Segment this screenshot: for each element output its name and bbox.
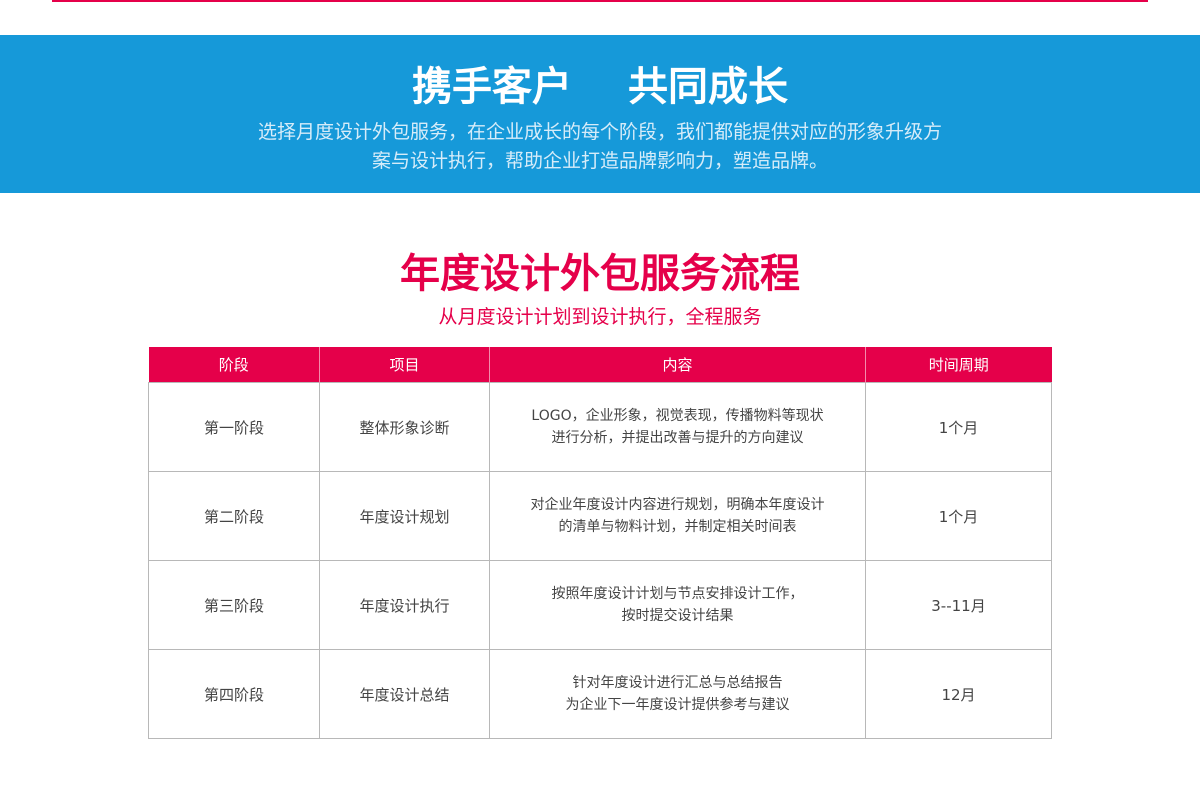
cell-item: 整体形象诊断	[319, 382, 490, 472]
top-divider	[52, 0, 1148, 2]
cell-content-line1: LOGO，企业形象，视觉表现，传播物料等现状	[531, 408, 824, 424]
process-table: 阶段 项目 内容 时间周期 第一阶段 整体形象诊断 LOGO，企业形象，视觉表现…	[148, 347, 1052, 739]
banner-subtitle: 选择月度设计外包服务，在企业成长的每个阶段，我们都能提供对应的形象升级方 案与设…	[0, 118, 1200, 176]
cell-content-line1: 针对年度设计进行汇总与总结报告	[572, 675, 783, 691]
table-row: 第四阶段 年度设计总结 针对年度设计进行汇总与总结报告 为企业下一年度设计提供参考…	[148, 649, 1052, 739]
cell-stage: 第四阶段	[148, 649, 320, 739]
section-title: 年度设计外包服务流程	[400, 251, 800, 297]
cell-content-line2: 为企业下一年度设计提供参考与建议	[565, 697, 790, 713]
cell-item: 年度设计总结	[319, 649, 490, 739]
cell-period: 12月	[865, 649, 1052, 739]
header-period: 时间周期	[865, 347, 1052, 383]
cell-content-line2: 按时提交设计结果	[621, 608, 734, 624]
cell-period: 1个月	[865, 382, 1052, 472]
cell-content: 对企业年度设计内容进行规划，明确本年度设计 的清单与物料计划，并制定相关时间表	[489, 471, 866, 561]
banner-subtitle-line2: 案与设计执行，帮助企业打造品牌影响力，塑造品牌。	[371, 150, 828, 172]
header-item: 项目	[319, 347, 490, 383]
header-content: 内容	[489, 347, 866, 383]
cell-content-line2: 进行分析，并提出改善与提升的方向建议	[551, 430, 804, 446]
cell-stage: 第一阶段	[148, 382, 320, 472]
cell-stage: 第三阶段	[148, 560, 320, 650]
cell-period: 1个月	[865, 471, 1052, 561]
cell-stage: 第二阶段	[148, 471, 320, 561]
cell-content: LOGO，企业形象，视觉表现，传播物料等现状 进行分析，并提出改善与提升的方向建议	[489, 382, 866, 472]
cell-content-line1: 按照年度设计计划与节点安排设计工作，	[551, 586, 804, 602]
cell-item: 年度设计执行	[319, 560, 490, 650]
banner-subtitle-line1: 选择月度设计外包服务，在企业成长的每个阶段，我们都能提供对应的形象升级方	[257, 121, 942, 143]
section-subtitle: 从月度设计计划到设计执行，全程服务	[438, 306, 762, 328]
table-row: 第三阶段 年度设计执行 按照年度设计计划与节点安排设计工作， 按时提交设计结果 3…	[148, 560, 1052, 650]
cell-item: 年度设计规划	[319, 471, 490, 561]
cell-period: 3--11月	[865, 560, 1052, 650]
banner-title-part1: 携手客户	[412, 64, 572, 110]
table-row: 第二阶段 年度设计规划 对企业年度设计内容进行规划，明确本年度设计 的清单与物料计…	[148, 471, 1052, 561]
cell-content: 按照年度设计计划与节点安排设计工作， 按时提交设计结果	[489, 560, 866, 650]
banner: 携手客户 共同成长 选择月度设计外包服务，在企业成长的每个阶段，我们都能提供对应的…	[0, 35, 1200, 193]
banner-title: 携手客户 共同成长	[0, 63, 1200, 111]
cell-content: 针对年度设计进行汇总与总结报告 为企业下一年度设计提供参考与建议	[489, 649, 866, 739]
cell-content-line2: 的清单与物料计划，并制定相关时间表	[558, 519, 797, 535]
table-row: 第一阶段 整体形象诊断 LOGO，企业形象，视觉表现，传播物料等现状 进行分析，并…	[148, 382, 1052, 472]
table-header-row: 阶段 项目 内容 时间周期	[148, 347, 1052, 383]
cell-content-line1: 对企业年度设计内容进行规划，明确本年度设计	[530, 497, 825, 513]
header-stage: 阶段	[148, 347, 320, 383]
banner-title-part2: 共同成长	[628, 64, 788, 110]
